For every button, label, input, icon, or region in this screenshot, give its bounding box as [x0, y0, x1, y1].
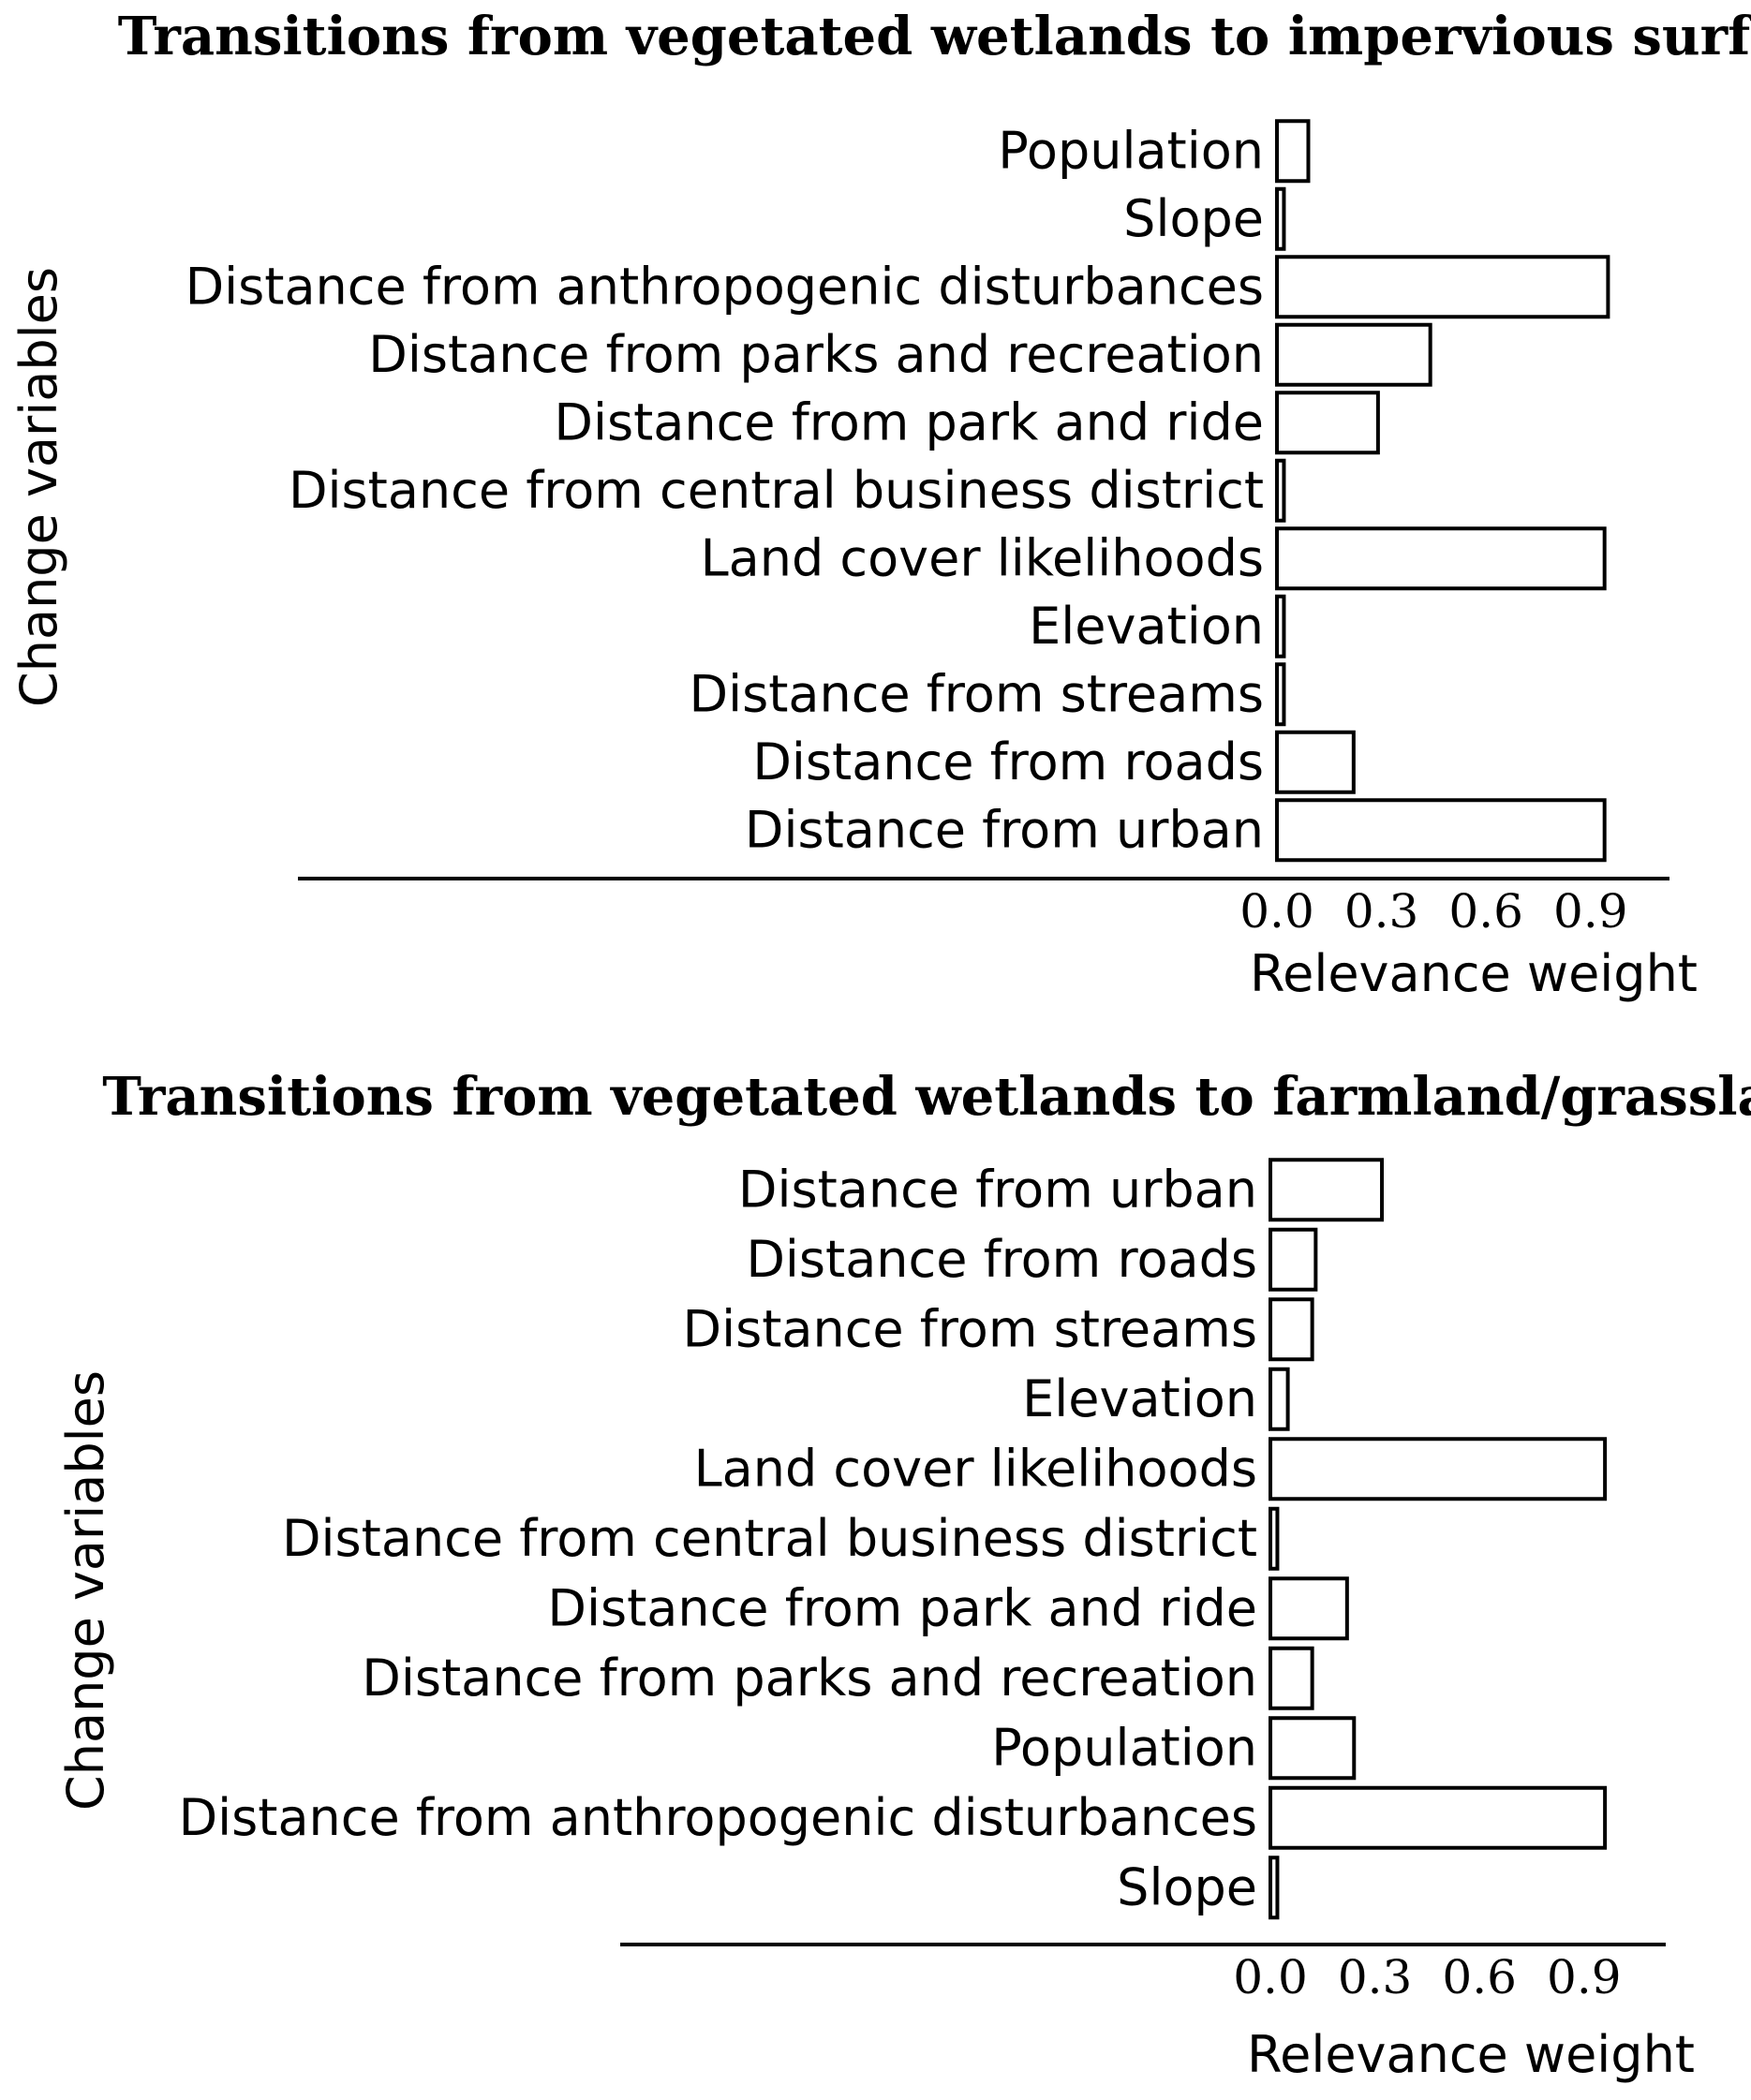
bar-9: [1275, 662, 1286, 727]
bar-8: [1275, 594, 1286, 658]
x-tick-label-2: 0.3: [1338, 1950, 1413, 2004]
bar-5: [1275, 391, 1380, 455]
category-label-2: Distance from roads: [746, 1230, 1257, 1289]
x-tick-label-4: 0.9: [1553, 884, 1628, 939]
category-label-1: Distance from urban: [738, 1160, 1257, 1219]
category-label-7: Distance from park and ride: [547, 1578, 1257, 1637]
x-tick-label-3: 0.6: [1448, 884, 1523, 939]
category-label-7: Land cover likelihoods: [701, 528, 1264, 587]
bar-4: [1275, 322, 1432, 387]
category-label-4: Distance from parks and recreation: [368, 325, 1264, 384]
bar-11: [1269, 1856, 1280, 1920]
chart-2-xlabel: Relevance weight: [1247, 2025, 1695, 2084]
category-label-9: Population: [991, 1718, 1257, 1777]
bar-10: [1269, 1785, 1608, 1850]
bar-1: [1275, 119, 1311, 184]
category-label-11: Distance from urban: [745, 800, 1264, 859]
panel-farmland: Transitions from vegetated wetlands to f…: [56, 1066, 1751, 2084]
chart-1-category-labels: Population Slope Distance from anthropogen…: [185, 121, 1264, 859]
bar-4: [1269, 1367, 1290, 1431]
category-label-4: Elevation: [1022, 1369, 1257, 1428]
x-tick-label-2: 0.3: [1344, 884, 1419, 939]
x-tick-label-4: 0.9: [1547, 1950, 1622, 2004]
bar-7: [1275, 526, 1607, 591]
chart-1-tick-labels: 0.0 0.3 0.6 0.9: [1239, 884, 1627, 939]
x-tick-label-1: 0.0: [1239, 884, 1314, 939]
bar-9: [1269, 1716, 1357, 1781]
chart-2-title: Transitions from vegetated wetlands to f…: [102, 1066, 1751, 1128]
bar-2: [1269, 1227, 1318, 1292]
category-label-10: Distance from anthropogenic disturbances: [179, 1788, 1257, 1847]
category-label-3: Distance from anthropogenic disturbances: [185, 257, 1264, 316]
panel-impervious: Transitions from vegetated wetlands to i…: [9, 6, 1751, 1003]
category-label-6: Distance from central business district: [289, 461, 1264, 520]
chart-1-bars: [1275, 119, 1610, 863]
category-label-8: Distance from parks and recreation: [362, 1649, 1257, 1708]
chart-2-ylabel: Change variables: [56, 1370, 115, 1811]
category-label-5: Distance from park and ride: [554, 392, 1264, 451]
chart-1-ylabel: Change variables: [9, 267, 68, 707]
category-label-2: Slope: [1123, 189, 1264, 248]
bar-6: [1269, 1506, 1280, 1571]
chart-2-bars: [1269, 1158, 1608, 1920]
bar-10: [1275, 730, 1356, 794]
bar-5: [1269, 1437, 1608, 1501]
category-label-6: Distance from central business district: [282, 1509, 1257, 1568]
category-label-11: Slope: [1117, 1857, 1257, 1916]
chart-2-category-labels: Distance from urban Distance from roads Di…: [179, 1160, 1257, 1916]
bar-2: [1275, 186, 1286, 251]
bar-8: [1269, 1646, 1314, 1710]
bar-7: [1269, 1576, 1349, 1641]
category-label-10: Distance from roads: [752, 732, 1264, 791]
bar-11: [1275, 798, 1607, 863]
category-label-9: Distance from streams: [690, 664, 1265, 723]
bar-3: [1275, 255, 1610, 319]
category-label-8: Elevation: [1029, 597, 1264, 656]
bar-1: [1269, 1158, 1385, 1222]
bar-3: [1269, 1297, 1314, 1362]
category-label-5: Land cover likelihoods: [694, 1439, 1257, 1498]
category-label-3: Distance from streams: [683, 1299, 1258, 1358]
chart-1-xlabel: Relevance weight: [1250, 944, 1698, 1003]
x-tick-label-1: 0.0: [1233, 1950, 1308, 2004]
chart-1-title: Transitions from vegetated wetlands to i…: [118, 6, 1751, 67]
category-label-1: Population: [998, 121, 1264, 180]
x-tick-label-3: 0.6: [1442, 1950, 1517, 2004]
chart-2-tick-labels: 0.0 0.3 0.6 0.9: [1233, 1950, 1621, 2004]
bar-6: [1275, 458, 1286, 523]
